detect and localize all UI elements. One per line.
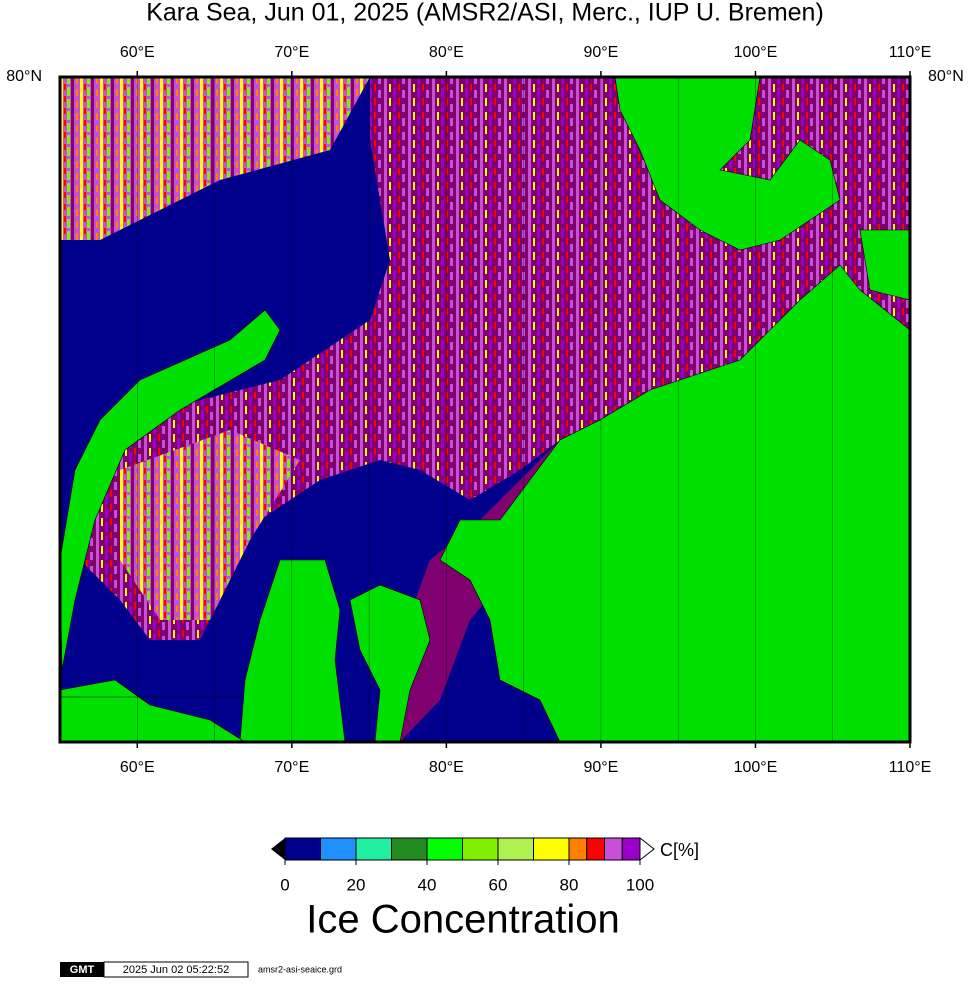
land	[439, 264, 911, 743]
colorbar-segment	[533, 837, 570, 861]
lon-label-bottom: 100°E	[734, 759, 778, 776]
colorbar-tick-label: 100	[626, 875, 654, 894]
land	[59, 309, 281, 671]
lon-label-top: 110°E	[889, 44, 932, 61]
lon-label-bottom: 60°E	[120, 759, 155, 776]
timestamp: 2025 Jun 02 05:22:52	[123, 964, 229, 976]
title: Kara Sea, Jun 01, 2025 (AMSR2/ASI, Merc.…	[146, 0, 824, 27]
land	[614, 76, 841, 251]
colorbar-tick-label: 80	[560, 875, 579, 894]
colorbar-segment	[284, 837, 321, 861]
lon-label-top: 60°E	[120, 44, 155, 61]
map	[59, 76, 911, 743]
file-name: amsr2-asi-seaice.grd	[258, 964, 342, 974]
colorbar-segment	[462, 837, 499, 861]
lon-label-bottom: 110°E	[889, 759, 932, 776]
map-frame	[58, 75, 912, 744]
colorbar-unit: C[%]	[660, 840, 699, 860]
lon-label-top: 90°E	[583, 44, 618, 61]
colorbar-segment	[586, 837, 605, 861]
lon-label-top: 100°E	[734, 44, 778, 61]
colorbar-segment	[568, 837, 588, 861]
colorbar-segment	[621, 837, 641, 861]
lat-label-left: 80°N	[6, 68, 42, 85]
lat-label-right: 80°N	[928, 68, 964, 85]
ice-area	[120, 430, 300, 620]
lon-label-bottom: 90°E	[583, 759, 618, 776]
colorbar-tick-label: 60	[489, 875, 508, 894]
colorbar-segment	[426, 837, 463, 861]
colorbar-tick-label: 40	[418, 875, 437, 894]
colorbar-title: Ice Concentration	[306, 898, 620, 942]
timestamp-box	[103, 961, 249, 978]
colorbar-tick-label: 0	[280, 875, 289, 894]
gmt-logo	[60, 962, 104, 977]
lon-label-top: 80°E	[429, 44, 464, 61]
land	[349, 584, 431, 743]
colorbar-under-triangle	[271, 838, 285, 860]
lon-label-bottom: 80°E	[429, 759, 464, 776]
colorbar-segment	[355, 837, 392, 861]
colorbar-segment	[604, 837, 623, 861]
colorbar-segment	[391, 837, 428, 861]
colorbar-over-triangle	[639, 836, 655, 862]
lon-label-bottom: 70°E	[274, 759, 309, 776]
colorbar-segment	[320, 837, 357, 861]
colorbar-segment	[497, 837, 534, 861]
colorbar	[271, 836, 655, 862]
colorbar-tick-label: 20	[347, 875, 366, 894]
lon-label-top: 70°E	[274, 44, 309, 61]
gmt-logo-text: GMT	[70, 964, 95, 976]
